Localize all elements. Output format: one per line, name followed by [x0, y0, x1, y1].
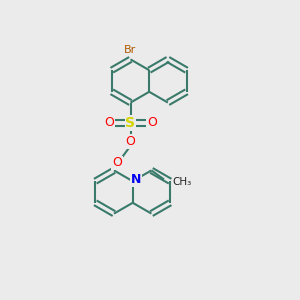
- Text: O: O: [126, 135, 135, 148]
- Text: Br: Br: [124, 45, 136, 55]
- Text: S: S: [125, 116, 136, 130]
- Text: O: O: [147, 116, 157, 130]
- Text: O: O: [112, 156, 122, 170]
- Text: CH₃: CH₃: [172, 177, 192, 187]
- Text: N: N: [131, 173, 142, 186]
- Text: O: O: [104, 116, 114, 130]
